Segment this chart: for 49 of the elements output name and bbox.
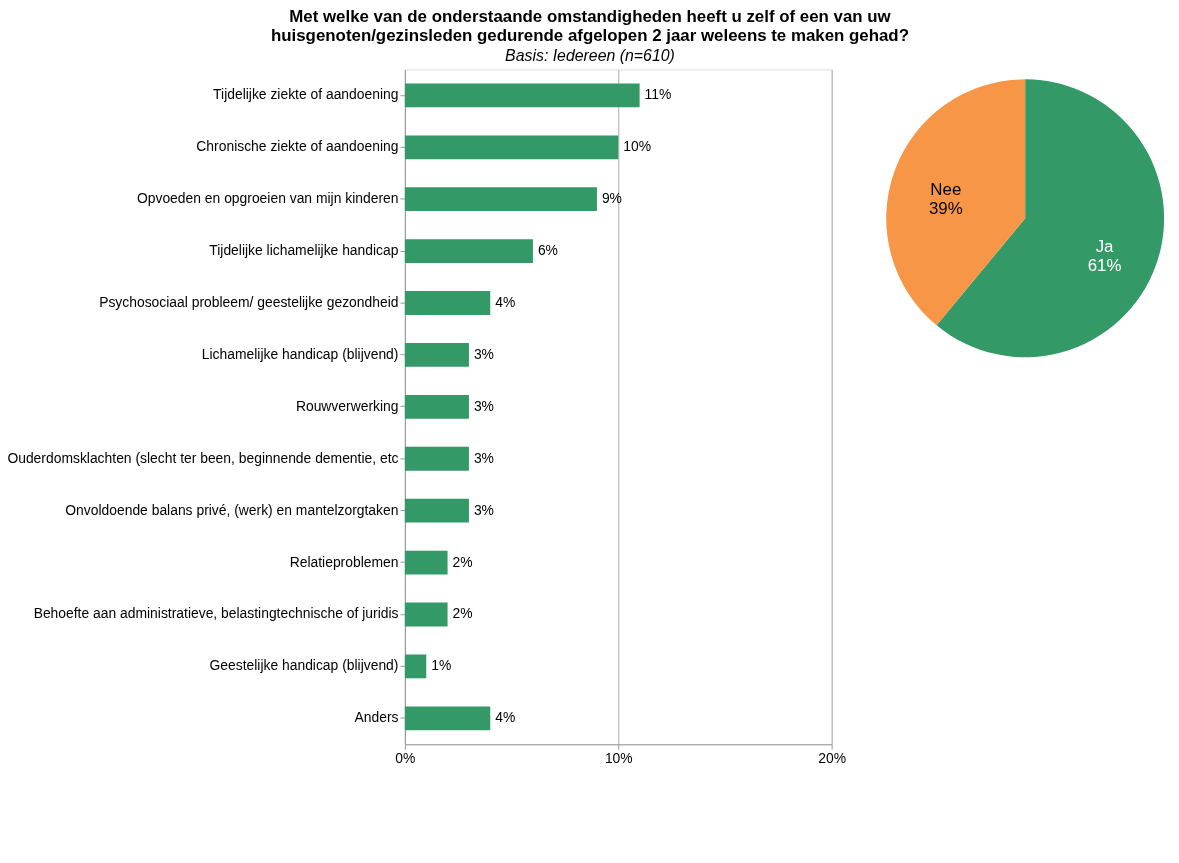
bar bbox=[404, 394, 469, 419]
pie-slice bbox=[886, 79, 1026, 326]
y-tick-label: Anders bbox=[354, 709, 399, 726]
data-label: 2% bbox=[452, 553, 473, 570]
x-tick-label: 10% bbox=[604, 749, 633, 766]
x-tick-label: 20% bbox=[818, 749, 847, 766]
data-label: 9% bbox=[601, 190, 622, 207]
bar bbox=[404, 706, 491, 731]
bar bbox=[404, 291, 491, 315]
x-tick-label: 0% bbox=[395, 749, 416, 766]
bar bbox=[404, 83, 640, 108]
chart-subtitle: Basis: Iedereen (n=610) bbox=[505, 46, 675, 64]
bar bbox=[404, 602, 448, 627]
data-label: 3% bbox=[473, 501, 494, 518]
data-label: 1% bbox=[431, 657, 452, 674]
y-tick-label: Rouwverwerking bbox=[295, 397, 399, 414]
bar bbox=[404, 135, 619, 160]
slice-label: Nee bbox=[930, 179, 962, 199]
y-tick-label: Onvoldoende balans privé, (werk) en mantelzorgtaken bbox=[65, 501, 399, 518]
bar bbox=[404, 550, 448, 575]
y-tick-label: Behoefte aan administratieve, belastingtechnische of juridis bbox=[33, 605, 399, 622]
data-label: 11% bbox=[644, 86, 672, 103]
y-tick-label: Chronische ziekte of aandoening bbox=[196, 138, 399, 155]
y-tick-label: Opvoeden en opgroeien van mijn kinderen bbox=[136, 190, 399, 207]
data-label: 2% bbox=[452, 605, 473, 622]
data-label: 3% bbox=[473, 345, 494, 362]
y-tick-label: Tijdelijke ziekte of aandoening bbox=[213, 86, 399, 103]
data-label: 4% bbox=[495, 709, 516, 726]
chart-title: Met welke van de onderstaande omstandigheden heeft u zelf of een van uw huisgenoten/gezinsleden gedurende afgelopen 2 jaar weleens te maken gehad? bbox=[270, 7, 909, 46]
y-tick-label: Tijdelijke lichamelijke handicap bbox=[209, 242, 399, 259]
bar bbox=[404, 446, 469, 471]
y-tick-label: Lichamelijke handicap (blijvend) bbox=[201, 345, 399, 362]
bar bbox=[404, 187, 597, 212]
y-tick-label: Geestelijke handicap (blijvend) bbox=[209, 657, 399, 674]
y-tick-label: Psychosociaal probleem/ geestelijke gezondheid bbox=[99, 294, 399, 310]
data-label: 4% bbox=[495, 294, 516, 310]
data-label: 10% bbox=[623, 138, 652, 155]
bar bbox=[404, 654, 427, 679]
bar bbox=[404, 498, 469, 523]
bar bbox=[404, 239, 533, 264]
data-label: 3% bbox=[473, 449, 494, 466]
data-label: 39% bbox=[928, 198, 963, 218]
data-label: 6% bbox=[537, 242, 558, 259]
slice-label: Ja bbox=[1095, 236, 1115, 256]
y-tick-label: Relatieproblemen bbox=[289, 553, 399, 570]
data-label: 3% bbox=[473, 397, 494, 414]
data-label: 61% bbox=[1087, 255, 1122, 275]
bar bbox=[404, 343, 469, 367]
y-tick-label: Ouderdomsklachten (slecht ter been, beginnende dementie, etc bbox=[7, 449, 399, 466]
